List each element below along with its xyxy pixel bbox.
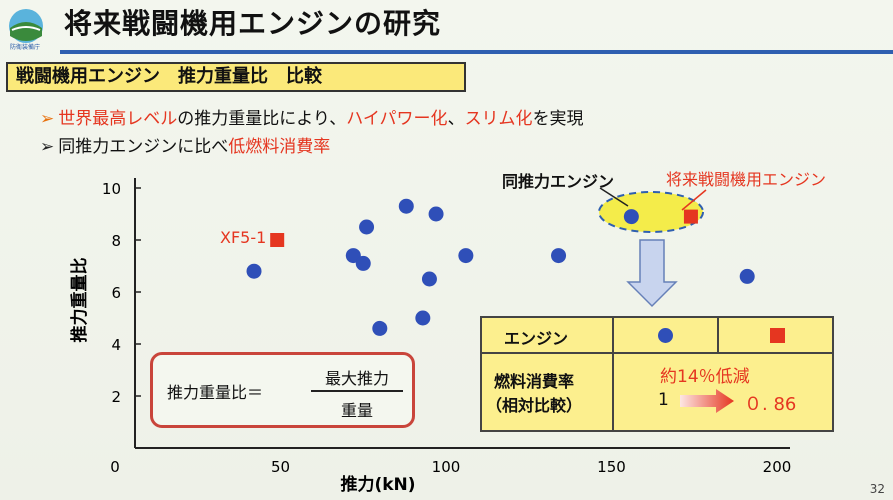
table-row-label: 燃料消費率 [494,372,575,391]
table-row-sublabel: （相対比較） [486,396,583,415]
table-baseline: 1 [658,390,669,410]
y-tick-label: 6 [111,284,121,302]
right-arrow-icon [680,389,734,413]
table-result: ０. 86 [744,394,797,415]
annotation-xf5: XF5-1 [220,228,266,247]
bullet-1-seg-2: ハイパワー化 [346,109,448,129]
y-tick-label: 2 [111,388,121,406]
data-point-existing-engine [458,248,474,264]
formula-box: 推力重量比＝ 最大推力 重量 [150,352,415,428]
x-tick-label: 100 [432,458,461,476]
highlight-ellipse [598,191,704,233]
y-tick-label: 4 [111,336,121,354]
bullet-1-seg-0: 世界最高レベル [58,109,178,129]
formula-fraction-bar [311,390,403,392]
down-arrow-icon [626,239,678,308]
data-point-existing-engine [246,263,262,279]
x-axis-label: 推力(kN) [340,474,415,495]
subtitle-box: 戦闘機用エンジン 推力重量比 比較 [6,62,466,92]
bullet-1: ➢ 世界最高レベルの推力重量比により、ハイパワー化、スリム化を実現 [40,104,584,129]
bullet-1-seg-5: を実現 [532,109,584,129]
title-rule [60,50,893,54]
bullet-2: ➢ 同推力エンジンに比べ低燃料消費率 [40,132,330,157]
table-reduction: 約14％低減 [660,367,750,387]
data-point-existing-engine [398,198,414,214]
logo-text: 防衛装備庁 [9,44,40,51]
bullet-arrow-icon: ➢ [40,109,55,129]
data-point-existing-engine [551,248,567,264]
bullet-1-seg-4: スリム化 [464,109,533,129]
y-tick-label: 8 [111,232,121,250]
x-tick-label: 200 [763,458,792,476]
same-thrust-leader [599,187,629,207]
data-point-new-engine [270,233,285,247]
x-tick-label: 0 [110,458,120,476]
data-point-existing-engine [421,271,437,287]
table-current-engine-marker [658,328,673,343]
table-divider [717,318,719,352]
future-leader [681,189,707,211]
page-number: 32 [869,482,885,496]
data-point-existing-engine [359,219,375,235]
table-future-engine-marker [770,328,785,343]
bullet-2-seg-1: 低燃料消費率 [228,137,331,157]
table-divider [482,352,832,354]
y-tick-label: 10 [102,180,121,198]
annotation-same-thrust: 同推力エンジン [502,172,614,191]
data-point-new-engine [683,209,698,224]
data-point-existing-engine [428,206,444,222]
bullet-1-seg-1: の推力重量比により、 [177,109,347,129]
data-point-existing-engine [623,209,639,225]
x-tick-label: 50 [271,458,290,476]
bullet-1-seg-3: 、 [447,109,465,129]
table-divider [612,318,614,430]
bullet-arrow-icon: ➢ [40,137,55,157]
data-point-existing-engine [372,320,388,336]
annotation-future-engine: 将来戦闘機用エンジン [666,170,826,189]
x-tick-label: 150 [597,458,626,476]
y-axis-label: 推力重量比 [69,258,90,343]
table-header-engine: エンジン [504,329,569,348]
page-title: 将来戦闘機用エンジンの研究 [64,7,442,40]
data-point-existing-engine [415,310,431,326]
formula-denominator: 重量 [340,401,373,420]
data-point-existing-engine [739,268,755,284]
bullet-2-seg-0: 同推力エンジンに比べ [58,137,229,157]
comparison-table: エンジン 燃料消費率 （相対比較） 約14％低減 1 ０. 86 [480,316,834,432]
formula-numerator: 最大推力 [324,369,389,388]
ministry-logo-icon [9,9,43,43]
formula-lhs: 推力重量比＝ [167,383,264,402]
data-point-existing-engine [355,255,371,271]
